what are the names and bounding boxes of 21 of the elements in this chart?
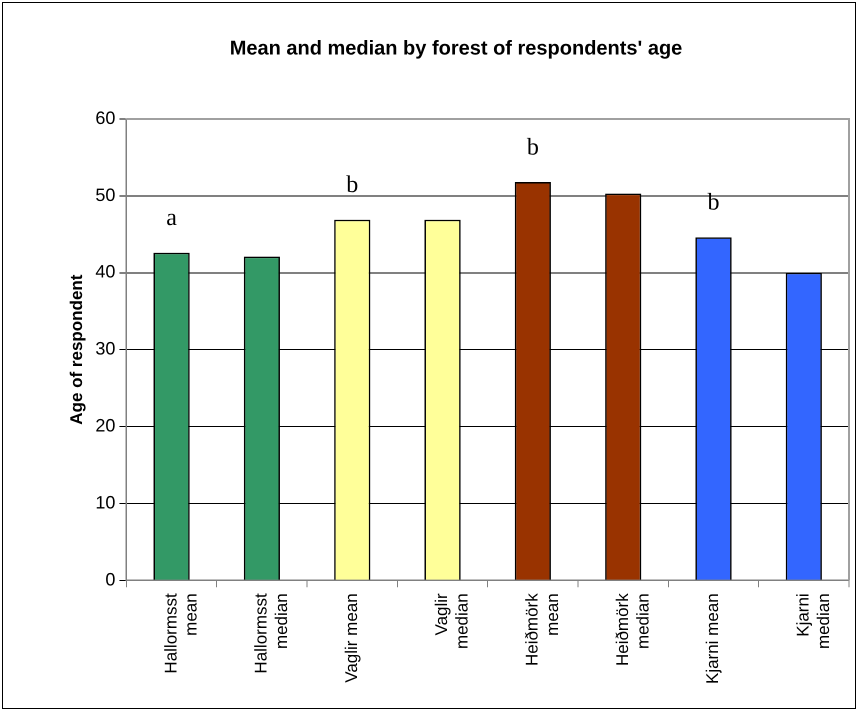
data-label: a — [166, 205, 178, 232]
x-tick-label: Heiðmörk mean — [522, 592, 562, 666]
x-tick-label: Kjarni median — [794, 593, 833, 650]
data-label: b — [346, 172, 358, 198]
y-tick-label: 20 — [95, 415, 116, 436]
x-tick-label: Hallormsst mean — [161, 593, 201, 674]
x-tick-label: Kjarni mean — [703, 593, 722, 684]
x-tick-label: Vaglir median — [432, 592, 472, 650]
y-tick-label: 10 — [95, 492, 116, 512]
x-tick-label: Heiðmörk median — [612, 592, 652, 666]
y-tick-label: 40 — [95, 262, 116, 282]
y-tick-label: 50 — [95, 184, 116, 205]
data-label: b — [526, 134, 539, 160]
y-tick-label: 30 — [95, 338, 116, 359]
y-tick-label: 60 — [95, 108, 116, 128]
data-label: b — [708, 190, 720, 216]
x-tick-label: Hallormsst median — [252, 593, 291, 674]
x-tick-label: Vaglir mean — [342, 593, 361, 683]
chart-title: Mean and median by forest of respondents' age — [230, 38, 682, 60]
y-axis-title: Age of respondent — [66, 274, 86, 425]
y-tick-label: 0 — [105, 569, 116, 590]
